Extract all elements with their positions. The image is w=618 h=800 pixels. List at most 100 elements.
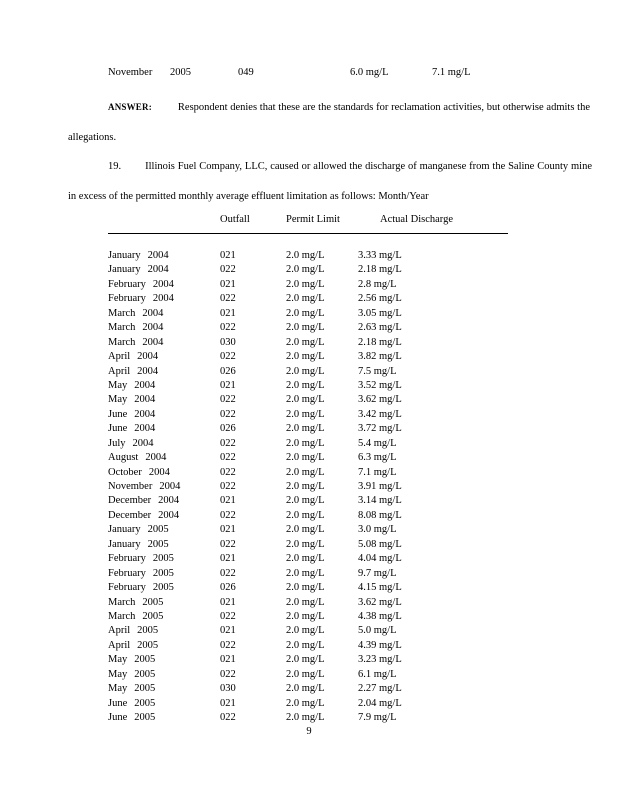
cell-month: December [108, 495, 152, 507]
cell-year: 2004 [134, 423, 156, 435]
answer-label: ANSWER: [108, 102, 152, 112]
cell-period: February 2004 [108, 279, 174, 290]
table-row: October 2004 022 2.0 mg/L 7.1 mg/L [108, 467, 508, 481]
cell-actual: 3.72 mg/L [358, 423, 402, 435]
cell-actual: 3.91 mg/L [358, 481, 402, 492]
cell-month: December [108, 509, 152, 521]
cell-period: January 2004 [108, 264, 169, 275]
cell-period: August 2004 [108, 452, 166, 463]
cell-period: April 2005 [108, 625, 158, 636]
cell-period: November 2004 [108, 481, 180, 492]
cell-limit: 2.0 mg/L [286, 596, 325, 608]
cell-month: February [108, 582, 146, 594]
cell-year: 2005 [134, 697, 156, 709]
cell-outfall: 021 [220, 625, 236, 637]
cell-outfall: 021 [220, 654, 236, 666]
cell-year: 2004 [147, 250, 169, 261]
cell-limit: 2.0 mg/L [286, 336, 325, 348]
cell-month: June [108, 423, 128, 435]
cell-outfall: 026 [220, 365, 236, 377]
cell-year: 2004 [159, 481, 181, 492]
cell-limit: 2.0 mg/L [286, 697, 325, 709]
cell-month: May [108, 394, 128, 406]
cell-period: February 2005 [108, 582, 174, 593]
cell-actual: 3.62 mg/L [358, 596, 402, 608]
cell-year: 2004 [134, 379, 156, 391]
table-row: May 2004 022 2.0 mg/L 3.62 mg/L [108, 394, 508, 408]
cell-month: March [108, 596, 136, 608]
cell-month: March [108, 322, 136, 334]
cell-outfall: 026 [220, 582, 236, 594]
cell-limit: 2.0 mg/L [286, 509, 325, 521]
cell-actual: 6.1 mg/L [358, 668, 397, 680]
table-row: May 2005 021 2.0 mg/L 3.23 mg/L [108, 654, 508, 668]
cell-month: January [108, 264, 141, 276]
carryover-data-row: November 2005 049 6.0 mg/L 7.1 mg/L [108, 66, 528, 80]
table-row: January 2004 022 2.0 mg/L 2.18 mg/L [108, 264, 508, 278]
cell-actual: 9.7 mg/L [358, 567, 397, 579]
cell-year: 2005 [134, 654, 156, 666]
cell-outfall: 022 [220, 466, 236, 478]
cell-year: 2004 [134, 408, 156, 420]
cell-limit: 2.0 mg/L [286, 668, 325, 680]
cell-outfall: 021 [220, 596, 236, 608]
cell-actual: 7.1 mg/L [358, 466, 397, 478]
cell-limit: 2.0 mg/L [286, 351, 325, 363]
cell-outfall: 022 [220, 322, 236, 334]
table-header-row: Outfall Permit Limit Actual Discharge [108, 214, 508, 234]
cell-outfall: 022 [220, 668, 236, 680]
cell-actual: 4.38 mg/L [358, 610, 402, 622]
cell-outfall: 022 [220, 567, 236, 579]
cell-month: May [108, 683, 128, 695]
cell-actual: 3.14 mg/L [358, 495, 402, 507]
cell-limit: 2.0 mg/L [286, 553, 325, 565]
table-row: April 2004 026 2.0 mg/L 7.5 mg/L [108, 366, 508, 380]
cell-outfall: 021 [220, 307, 236, 319]
cell-limit: 2.0 mg/L [286, 683, 325, 695]
table-row: March 2004 022 2.0 mg/L 2.63 mg/L [108, 322, 508, 336]
cell-outfall: 021 [220, 697, 236, 709]
cell-limit: 2.0 mg/L [286, 379, 325, 391]
cell-year: 2004 [148, 466, 170, 478]
carryover-permit-limit: 6.0 mg/L [350, 67, 389, 78]
table-row: May 2005 022 2.0 mg/L 6.1 mg/L [108, 669, 508, 683]
table-row: June 2005 021 2.0 mg/L 2.04 mg/L [108, 698, 508, 712]
table-row: November 2004 022 2.0 mg/L 3.91 mg/L [108, 481, 508, 495]
cell-year: 2005 [137, 639, 159, 651]
cell-period: February 2004 [108, 293, 174, 304]
cell-period: May 2005 [108, 683, 155, 694]
cell-year: 2004 [132, 437, 154, 449]
column-header-permit-limit: Permit Limit [286, 214, 340, 225]
cell-limit: 2.0 mg/L [286, 250, 325, 261]
cell-actual: 3.23 mg/L [358, 654, 402, 666]
table-body: January 2004 021 2.0 mg/L 3.33 mg/L January 20… [108, 250, 508, 726]
cell-period: March 2004 [108, 308, 163, 319]
cell-outfall: 030 [220, 336, 236, 348]
cell-outfall: 022 [220, 264, 236, 276]
table-row: July 2004 022 2.0 mg/L 5.4 mg/L [108, 438, 508, 452]
cell-outfall: 022 [220, 712, 236, 723]
cell-limit: 2.0 mg/L [286, 610, 325, 622]
cell-limit: 2.0 mg/L [286, 437, 325, 449]
cell-outfall: 026 [220, 423, 236, 435]
cell-actual: 4.15 mg/L [358, 582, 402, 594]
cell-actual: 5.0 mg/L [358, 625, 397, 637]
paragraph-19-number: 19. [108, 161, 122, 172]
cell-month: February [108, 567, 146, 579]
cell-actual: 2.56 mg/L [358, 293, 402, 305]
cell-month: March [108, 307, 136, 319]
cell-limit: 2.0 mg/L [286, 307, 325, 319]
cell-period: July 2004 [108, 438, 154, 449]
cell-month: April [108, 639, 131, 651]
cell-year: 2005 [142, 610, 164, 622]
cell-month: May [108, 379, 128, 391]
cell-limit: 2.0 mg/L [286, 264, 325, 276]
cell-period: February 2005 [108, 553, 174, 564]
cell-outfall: 022 [220, 639, 236, 651]
cell-actual: 4.39 mg/L [358, 639, 402, 651]
paragraph-19: 19. Illinois Fuel Company, LLC, caused or… [68, 152, 592, 212]
answer-text: Respondent denies that these are the sta… [68, 102, 590, 143]
cell-actual: 7.9 mg/L [358, 712, 397, 723]
table-row: March 2005 022 2.0 mg/L 4.38 mg/L [108, 611, 508, 625]
cell-year: 2004 [137, 365, 159, 377]
